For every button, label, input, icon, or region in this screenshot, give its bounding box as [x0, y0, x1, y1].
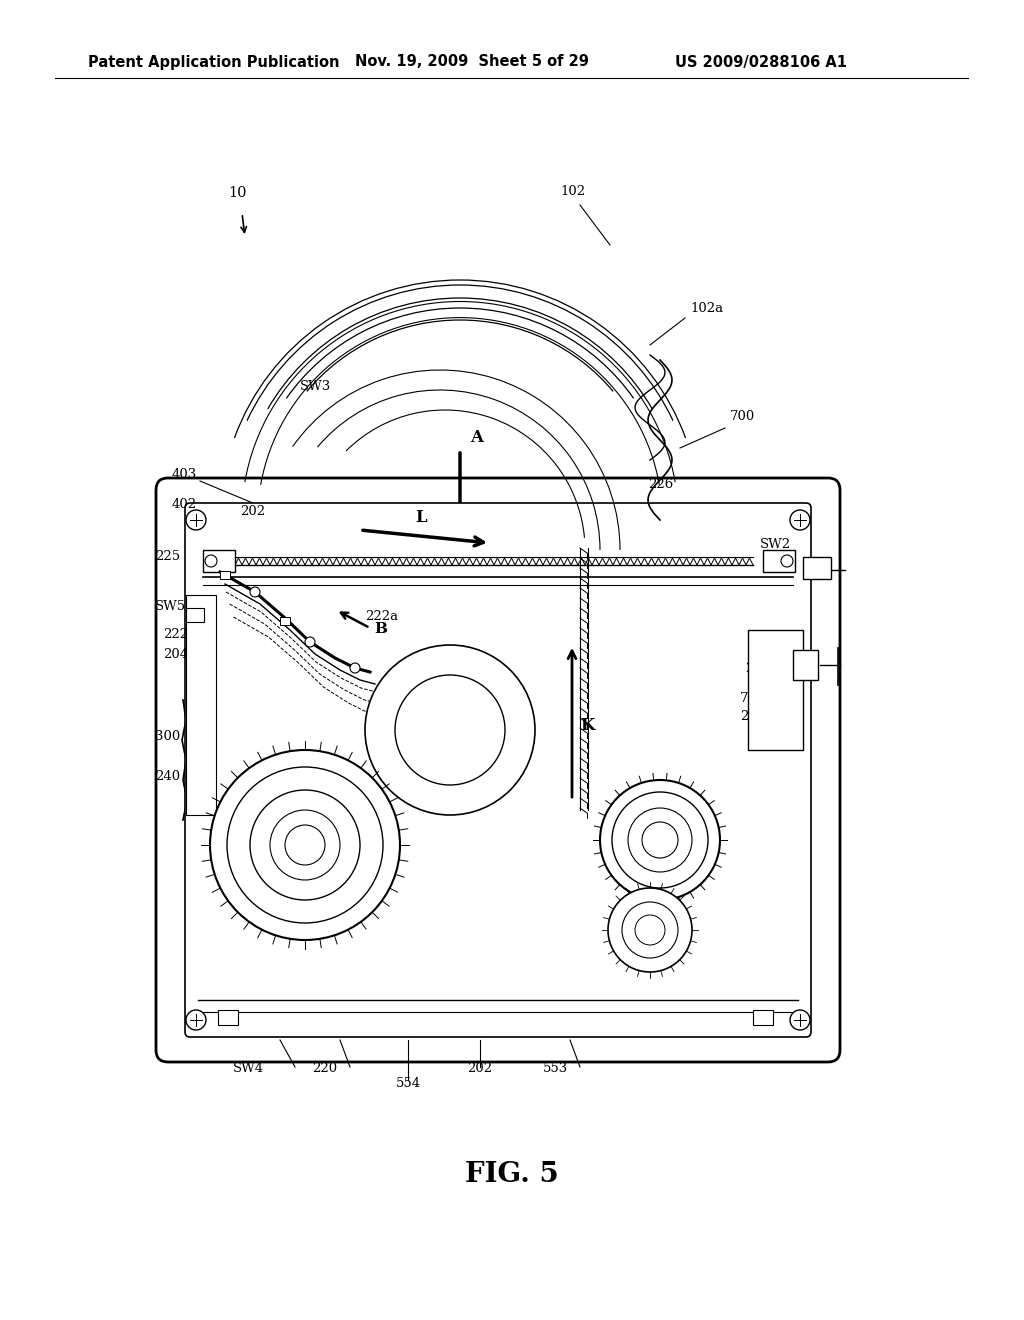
Circle shape — [305, 638, 315, 647]
Text: 202: 202 — [467, 1063, 493, 1074]
Circle shape — [186, 510, 206, 531]
Text: 701: 701 — [740, 692, 765, 705]
Text: SW1: SW1 — [760, 640, 792, 653]
Text: 204: 204 — [163, 648, 188, 661]
Text: Patent Application Publication: Patent Application Publication — [88, 54, 340, 70]
Text: 402: 402 — [172, 498, 198, 511]
Text: 226: 226 — [648, 478, 673, 491]
Circle shape — [635, 915, 665, 945]
Circle shape — [350, 663, 360, 673]
Bar — [203, 550, 234, 572]
Text: Nov. 19, 2009  Sheet 5 of 29: Nov. 19, 2009 Sheet 5 of 29 — [355, 54, 589, 70]
Circle shape — [628, 808, 692, 873]
Text: 300: 300 — [155, 730, 180, 743]
Circle shape — [445, 506, 475, 535]
Circle shape — [790, 510, 810, 531]
Text: SW4: SW4 — [232, 1063, 263, 1074]
Circle shape — [210, 750, 400, 940]
Text: US 2009/0288106 A1: US 2009/0288106 A1 — [675, 54, 847, 70]
Circle shape — [227, 767, 383, 923]
Circle shape — [270, 810, 340, 880]
Text: 403: 403 — [172, 469, 198, 480]
Bar — [793, 649, 818, 680]
Text: A: A — [470, 429, 483, 446]
Text: 10: 10 — [228, 186, 247, 201]
Circle shape — [622, 902, 678, 958]
Circle shape — [790, 1010, 810, 1030]
Circle shape — [365, 645, 535, 814]
Bar — [186, 609, 204, 622]
Circle shape — [285, 825, 325, 865]
Text: 102a: 102a — [690, 302, 723, 315]
Bar — [803, 557, 831, 579]
Circle shape — [250, 587, 260, 597]
Circle shape — [186, 1010, 206, 1030]
Text: L: L — [415, 510, 427, 525]
Bar — [753, 1010, 773, 1026]
Text: 222: 222 — [163, 628, 188, 642]
Circle shape — [642, 822, 678, 858]
Text: 222a: 222a — [365, 610, 398, 623]
Text: 553: 553 — [543, 1063, 567, 1074]
Text: 554: 554 — [395, 1077, 421, 1090]
Text: 102: 102 — [560, 185, 585, 198]
Text: SW5: SW5 — [155, 601, 186, 612]
Text: SW2: SW2 — [760, 539, 792, 550]
Text: 400: 400 — [395, 715, 420, 729]
FancyBboxPatch shape — [185, 503, 811, 1038]
Text: 240: 240 — [155, 770, 180, 783]
Text: B: B — [374, 622, 387, 636]
Bar — [280, 616, 290, 624]
Bar — [748, 630, 803, 750]
Text: 225: 225 — [155, 550, 180, 564]
Circle shape — [608, 888, 692, 972]
Text: 202: 202 — [240, 506, 265, 517]
Bar — [220, 572, 230, 579]
Circle shape — [250, 789, 360, 900]
Circle shape — [600, 780, 720, 900]
Circle shape — [781, 554, 793, 568]
Text: 200: 200 — [740, 710, 765, 723]
Bar — [218, 1010, 238, 1026]
Circle shape — [452, 512, 468, 528]
Text: K: K — [580, 717, 594, 734]
Circle shape — [612, 792, 708, 888]
Circle shape — [438, 498, 482, 543]
FancyBboxPatch shape — [156, 478, 840, 1063]
Text: SW3: SW3 — [300, 380, 331, 393]
Text: 220: 220 — [312, 1063, 338, 1074]
Text: 700: 700 — [730, 411, 756, 422]
Circle shape — [205, 554, 217, 568]
Circle shape — [395, 675, 505, 785]
Bar — [186, 595, 216, 814]
Text: FIG. 5: FIG. 5 — [465, 1162, 559, 1188]
Text: 207: 207 — [745, 663, 770, 675]
Bar — [763, 550, 795, 572]
